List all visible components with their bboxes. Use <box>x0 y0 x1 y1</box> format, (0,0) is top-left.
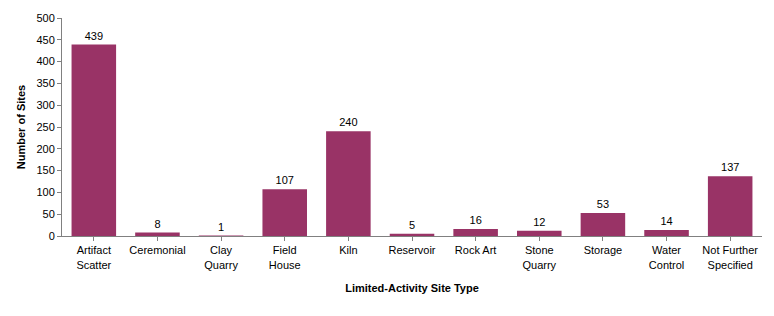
svg-text:WaterControl: WaterControl <box>649 244 684 270</box>
svg-text:Limited-Activity Site Type: Limited-Activity Site Type <box>345 282 479 294</box>
svg-text:439: 439 <box>85 30 103 42</box>
svg-text:FieldHouse: FieldHouse <box>269 244 301 270</box>
svg-text:400: 400 <box>36 55 54 67</box>
svg-text:ClayQuarry: ClayQuarry <box>204 244 238 270</box>
svg-text:14: 14 <box>660 215 672 227</box>
svg-text:Not FurtherSpecified: Not FurtherSpecified <box>702 244 758 270</box>
svg-text:350: 350 <box>36 77 54 89</box>
svg-text:100: 100 <box>36 186 54 198</box>
svg-text:53: 53 <box>597 198 609 210</box>
svg-text:Storage: Storage <box>584 244 623 256</box>
svg-text:150: 150 <box>36 164 54 176</box>
svg-text:0: 0 <box>49 230 55 242</box>
svg-text:Kiln: Kiln <box>339 244 357 256</box>
svg-text:StoneQuarry: StoneQuarry <box>522 244 556 270</box>
svg-text:Reservoir: Reservoir <box>388 244 435 256</box>
svg-text:16: 16 <box>470 214 482 226</box>
svg-text:107: 107 <box>276 174 294 186</box>
svg-text:1: 1 <box>218 221 224 233</box>
svg-text:12: 12 <box>533 216 545 228</box>
svg-text:ArtifactScatter: ArtifactScatter <box>76 244 111 270</box>
svg-text:50: 50 <box>43 208 55 220</box>
svg-text:200: 200 <box>36 143 54 155</box>
svg-text:Number of Sites: Number of Sites <box>15 85 27 169</box>
svg-text:5: 5 <box>409 219 415 231</box>
svg-text:137: 137 <box>721 161 739 173</box>
svg-text:Rock Art: Rock Art <box>455 244 497 256</box>
svg-text:250: 250 <box>36 121 54 133</box>
svg-text:8: 8 <box>154 218 160 230</box>
svg-text:450: 450 <box>36 34 54 46</box>
svg-text:500: 500 <box>36 12 54 24</box>
svg-text:Ceremonial: Ceremonial <box>129 244 185 256</box>
svg-text:300: 300 <box>36 99 54 111</box>
svg-text:240: 240 <box>339 116 357 128</box>
